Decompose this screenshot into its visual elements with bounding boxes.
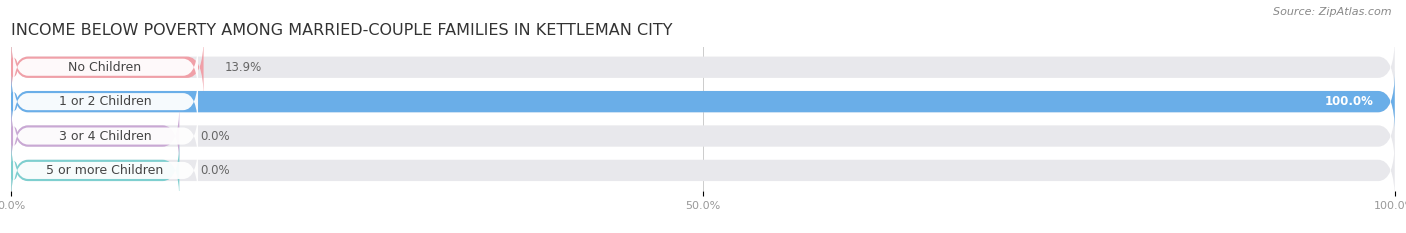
Circle shape bbox=[10, 127, 17, 145]
Text: 0.0%: 0.0% bbox=[200, 130, 229, 143]
Text: 100.0%: 100.0% bbox=[1324, 95, 1374, 108]
FancyBboxPatch shape bbox=[13, 107, 198, 165]
Text: INCOME BELOW POVERTY AMONG MARRIED-COUPLE FAMILIES IN KETTLEMAN CITY: INCOME BELOW POVERTY AMONG MARRIED-COUPL… bbox=[11, 24, 672, 38]
Text: No Children: No Children bbox=[69, 61, 142, 74]
Text: 13.9%: 13.9% bbox=[225, 61, 262, 74]
FancyBboxPatch shape bbox=[11, 71, 1395, 132]
Text: 3 or 4 Children: 3 or 4 Children bbox=[59, 130, 152, 143]
Text: 5 or more Children: 5 or more Children bbox=[46, 164, 163, 177]
FancyBboxPatch shape bbox=[11, 140, 1395, 201]
Circle shape bbox=[10, 93, 17, 111]
FancyBboxPatch shape bbox=[13, 142, 198, 199]
FancyBboxPatch shape bbox=[11, 37, 204, 98]
FancyBboxPatch shape bbox=[11, 37, 1395, 98]
FancyBboxPatch shape bbox=[11, 71, 1395, 132]
Circle shape bbox=[10, 161, 17, 179]
FancyBboxPatch shape bbox=[13, 39, 198, 96]
Text: 0.0%: 0.0% bbox=[200, 164, 229, 177]
Text: 1 or 2 Children: 1 or 2 Children bbox=[59, 95, 152, 108]
FancyBboxPatch shape bbox=[11, 140, 180, 201]
Text: Source: ZipAtlas.com: Source: ZipAtlas.com bbox=[1274, 7, 1392, 17]
FancyBboxPatch shape bbox=[13, 73, 198, 130]
FancyBboxPatch shape bbox=[11, 105, 180, 167]
Circle shape bbox=[10, 58, 17, 76]
FancyBboxPatch shape bbox=[11, 105, 1395, 167]
